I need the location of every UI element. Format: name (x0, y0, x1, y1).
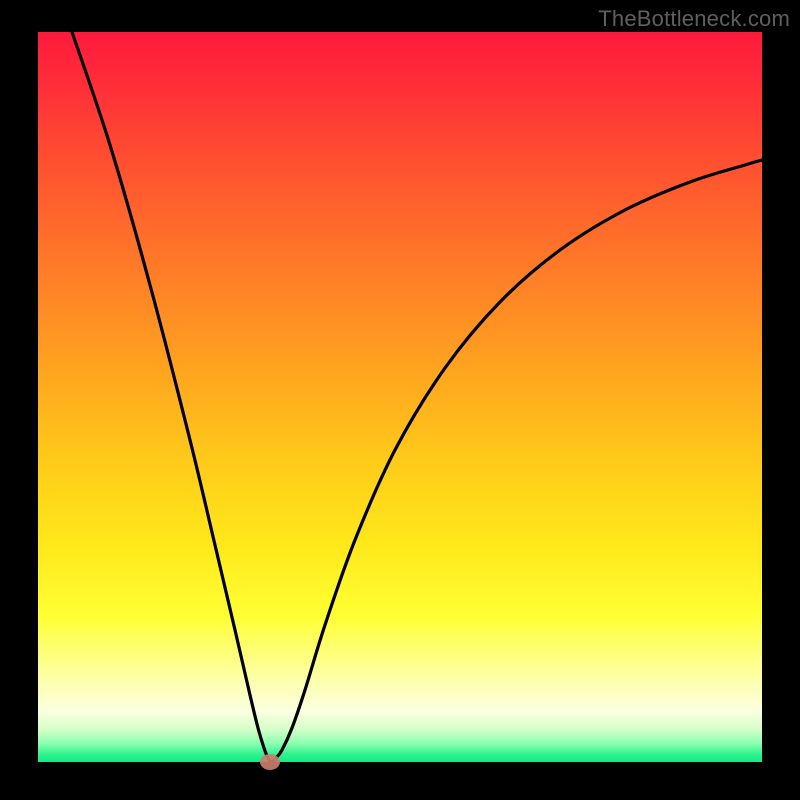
watermark-text: TheBottleneck.com (598, 6, 790, 32)
chart-container: TheBottleneck.com (0, 0, 800, 800)
gradient-plot-area (38, 32, 762, 762)
